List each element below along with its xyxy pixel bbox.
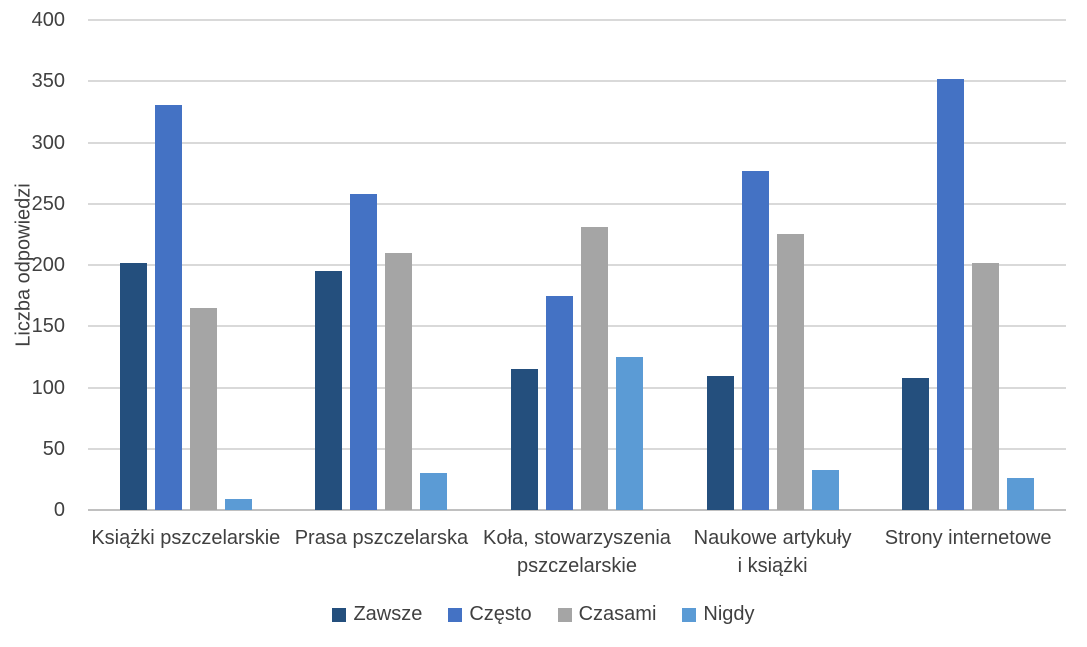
legend-swatch [682,607,697,622]
legend-label: Zawsze [353,603,423,625]
y-tick-label: 400 [31,9,65,31]
bar-series-1 [741,170,769,510]
bar-series-2 [580,227,608,510]
bar-group [870,20,1066,510]
bar-series-3 [224,498,252,510]
bar-series-0 [706,376,734,510]
legend-label: Czasami [578,603,657,625]
legend-label: Nigdy [703,603,755,625]
bar-series-2 [189,307,217,510]
bar-series-0 [315,271,343,510]
y-tick-label: 300 [31,131,65,154]
legend: Zawsze Często Czasami Nigdy [0,603,1087,626]
bar-series-3 [1007,478,1035,510]
y-tick-label: 150 [31,315,65,338]
gridline [88,325,1066,328]
gridline [88,202,1066,205]
plot-area [88,19,1066,511]
x-axis-labels: Książki pszczelarskie Prasa pszczelarska K… [88,524,1066,580]
y-tick-label: 350 [31,70,65,93]
legend-item: Czasami [557,603,657,626]
bar-series-0 [119,262,147,510]
legend-swatch [448,607,463,622]
bar-series-1 [350,193,378,510]
gridline [88,19,1066,21]
gridline [88,447,1066,450]
gridline [88,264,1066,266]
bar-series-0 [902,377,930,510]
legend-swatch [557,607,572,622]
bar-series-3 [615,356,643,510]
x-category-label: Prasa pszczelarska [294,527,469,549]
legend-swatch [332,607,347,622]
y-tick-label: 100 [31,376,65,399]
legend-item: Zawsze [332,603,422,626]
x-axis-line [88,509,1066,511]
bar-group [479,20,675,510]
bar-group [88,20,284,510]
y-tick-label: 0 [53,499,65,521]
bar-series-0 [510,369,538,510]
x-category-label: Koła, stowarzyszenia pszczelarskie [483,527,671,577]
bar-series-3 [811,469,839,510]
bar-series-1 [937,78,965,510]
legend-item: Nigdy [682,603,755,626]
y-axis-ticks: 0 50 100 150 200 250 300 350 400 [0,10,65,520]
bar-series-3 [420,473,448,510]
gridline [88,80,1066,83]
bar-series-1 [154,104,182,510]
gridline [88,141,1066,144]
bar-group [284,20,480,510]
bar-group [675,20,871,510]
legend-item: Często [448,603,532,626]
bar-series-2 [972,262,1000,510]
y-tick-label: 250 [31,192,65,215]
y-tick-label: 200 [31,254,65,276]
y-tick-label: 50 [42,437,65,460]
x-category-label: Strony internetowe [884,527,1052,549]
gridline [88,386,1066,389]
x-category-label: Książki pszczelarskie [91,527,281,549]
bar-series-2 [385,252,413,510]
bar-series-2 [776,234,804,510]
x-category-label: Naukowe artykuły i książki [693,527,852,577]
bar-series-1 [545,295,573,510]
legend-label: Często [469,603,532,625]
